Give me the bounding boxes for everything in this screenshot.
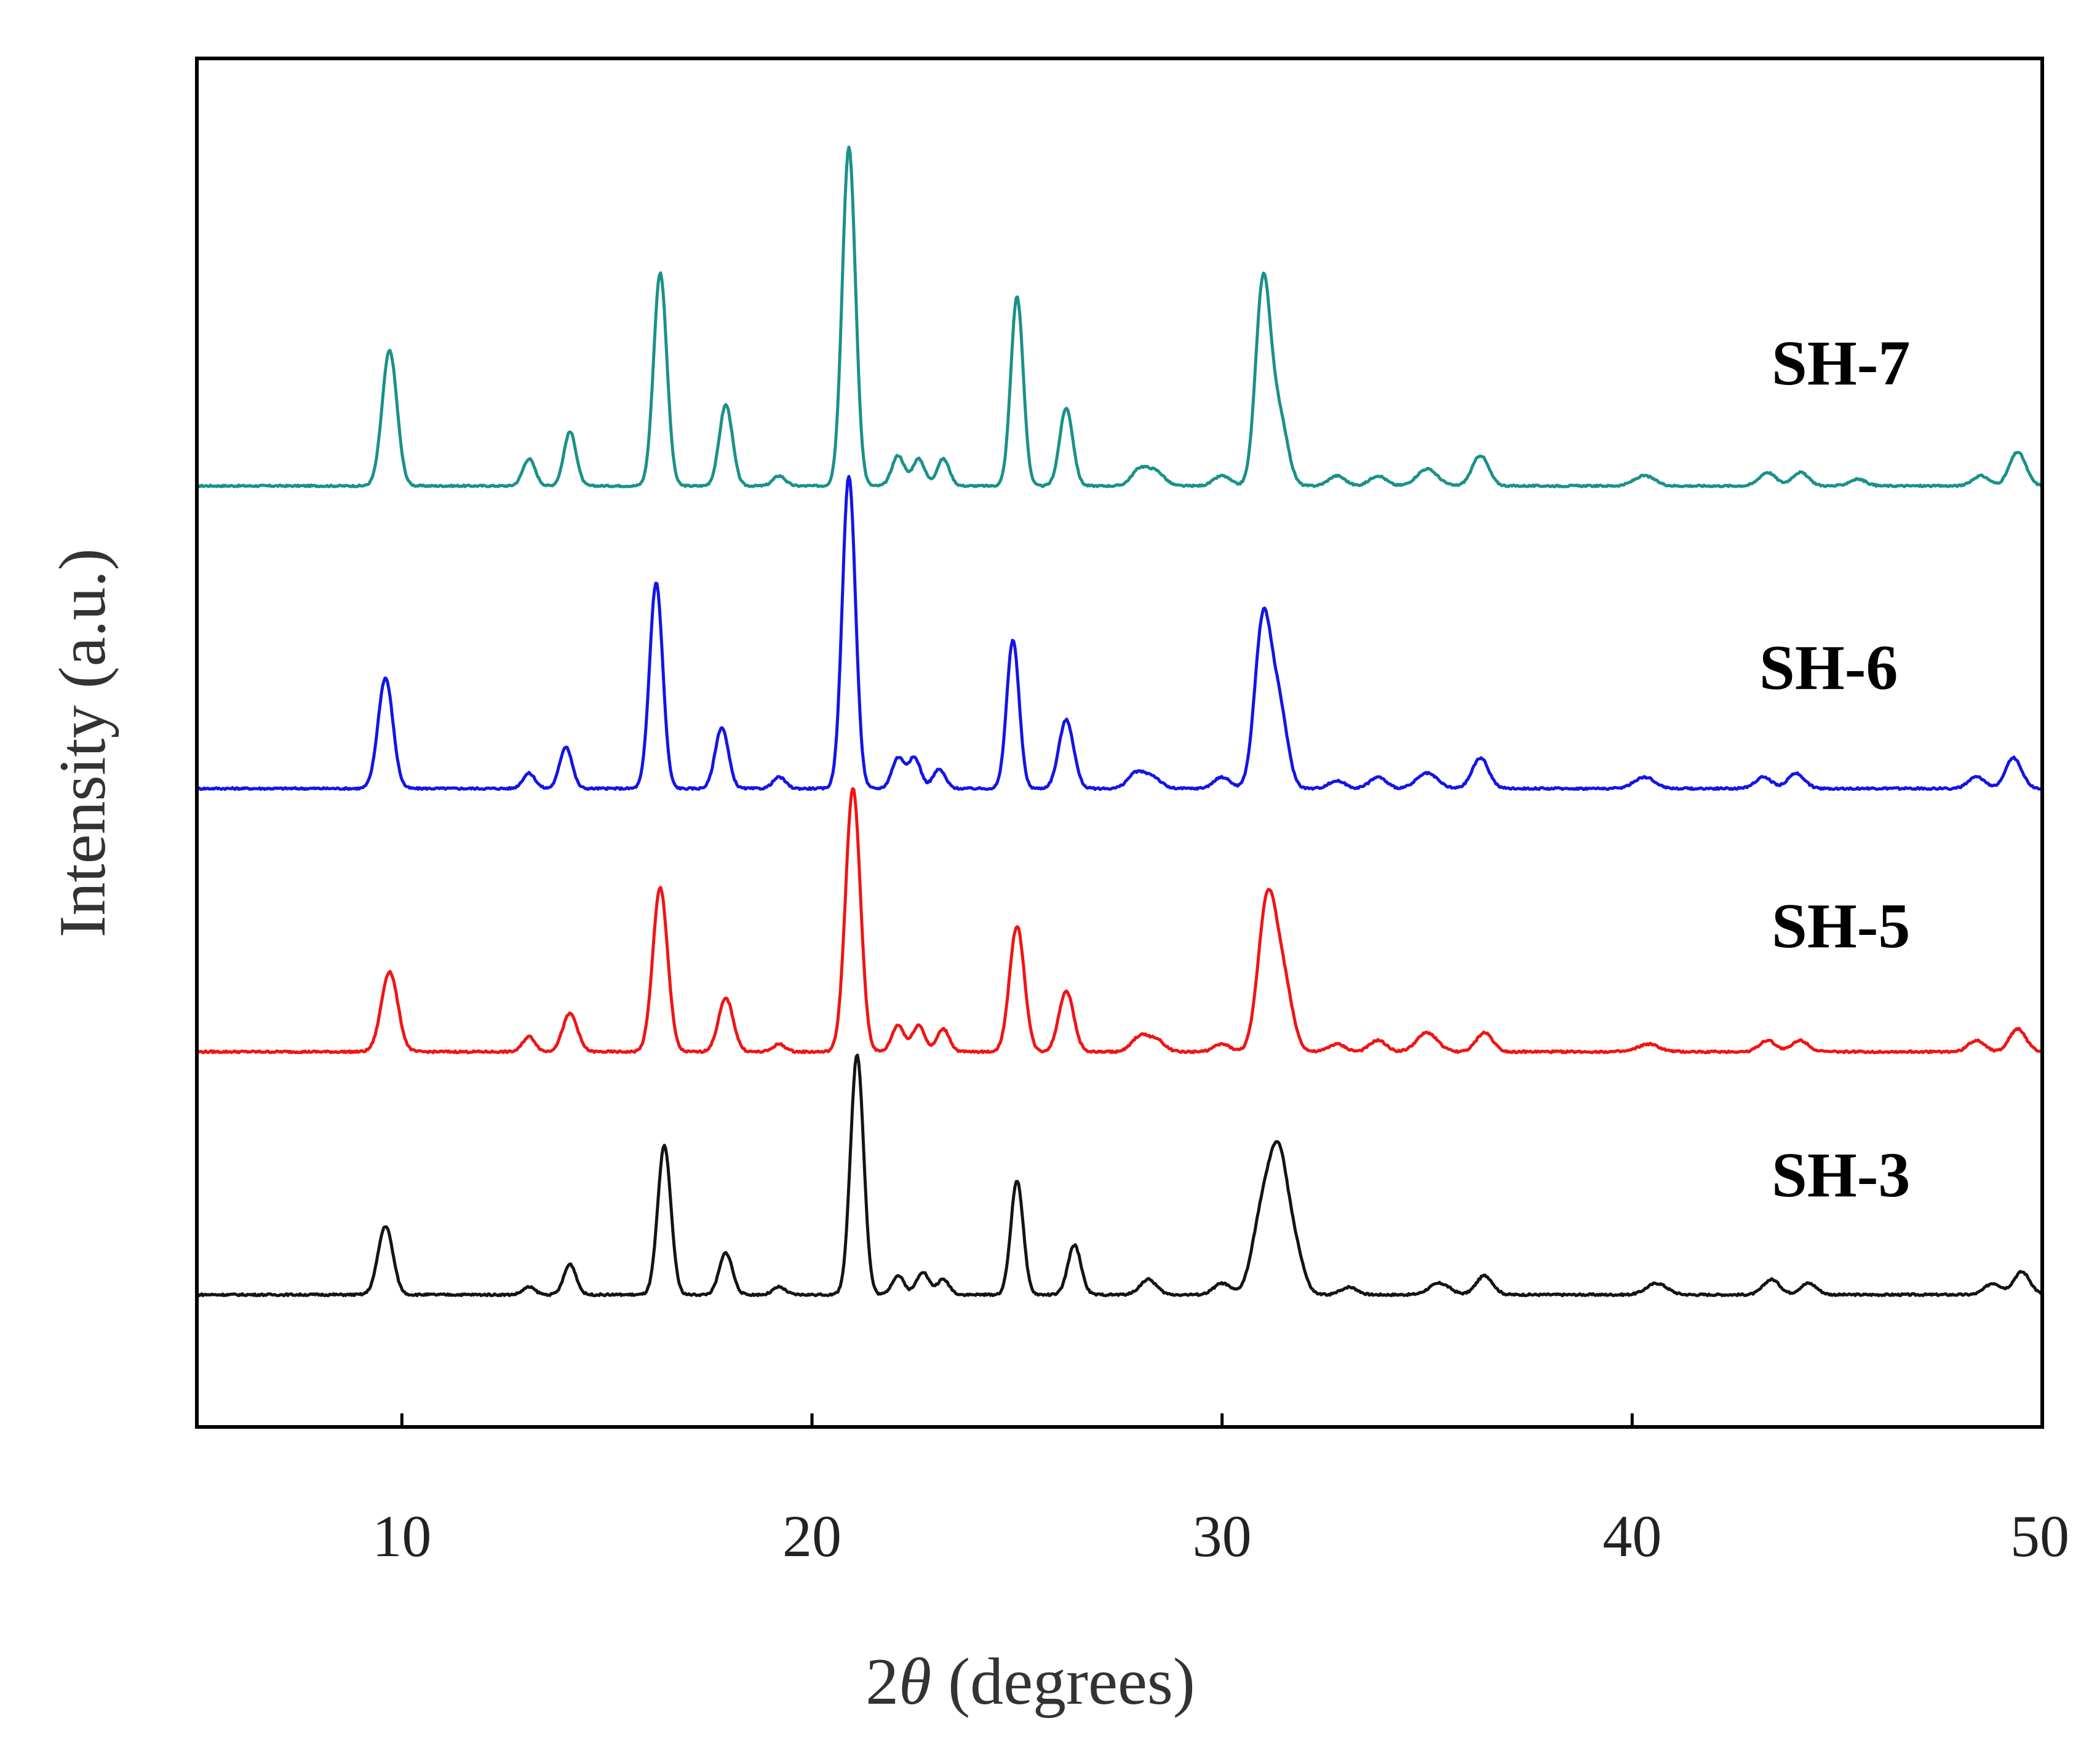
x-axis-title: 2θ (degrees) — [865, 1645, 1195, 1718]
x-tick-label-30: 30 — [1193, 1503, 1252, 1569]
series-label-sh-6: SH-6 — [1759, 632, 1898, 703]
x-axis-title-prefix: 2 — [865, 1645, 899, 1718]
series-line-sh-5 — [195, 787, 2044, 1054]
x-axis-title-suffix: (degrees) — [931, 1645, 1195, 1718]
series-label-sh-7: SH-7 — [1772, 328, 1910, 399]
series-line-sh-3 — [195, 1054, 2044, 1297]
series-line-sh-7 — [195, 145, 2044, 488]
x-tick-layer: 10 20 30 40 50 — [372, 1413, 2069, 1569]
series-line-sh-6 — [195, 475, 2044, 791]
series-label-layer: SH-7 SH-6 SH-5 SH-3 — [1759, 328, 1910, 1210]
plot-frame — [195, 57, 2044, 1429]
x-tick-label-20: 20 — [782, 1503, 842, 1569]
x-tick-label-40: 40 — [1602, 1503, 1661, 1569]
x-axis-title-symbol: θ — [899, 1645, 931, 1718]
y-axis-title: Intensity (a.u.) — [46, 549, 119, 938]
series-layer — [195, 145, 2044, 1297]
series-label-sh-3: SH-3 — [1772, 1140, 1910, 1210]
series-label-sh-5: SH-5 — [1772, 891, 1910, 961]
x-tick-label-10: 10 — [372, 1503, 431, 1569]
x-tick-label-50: 50 — [2010, 1503, 2069, 1569]
